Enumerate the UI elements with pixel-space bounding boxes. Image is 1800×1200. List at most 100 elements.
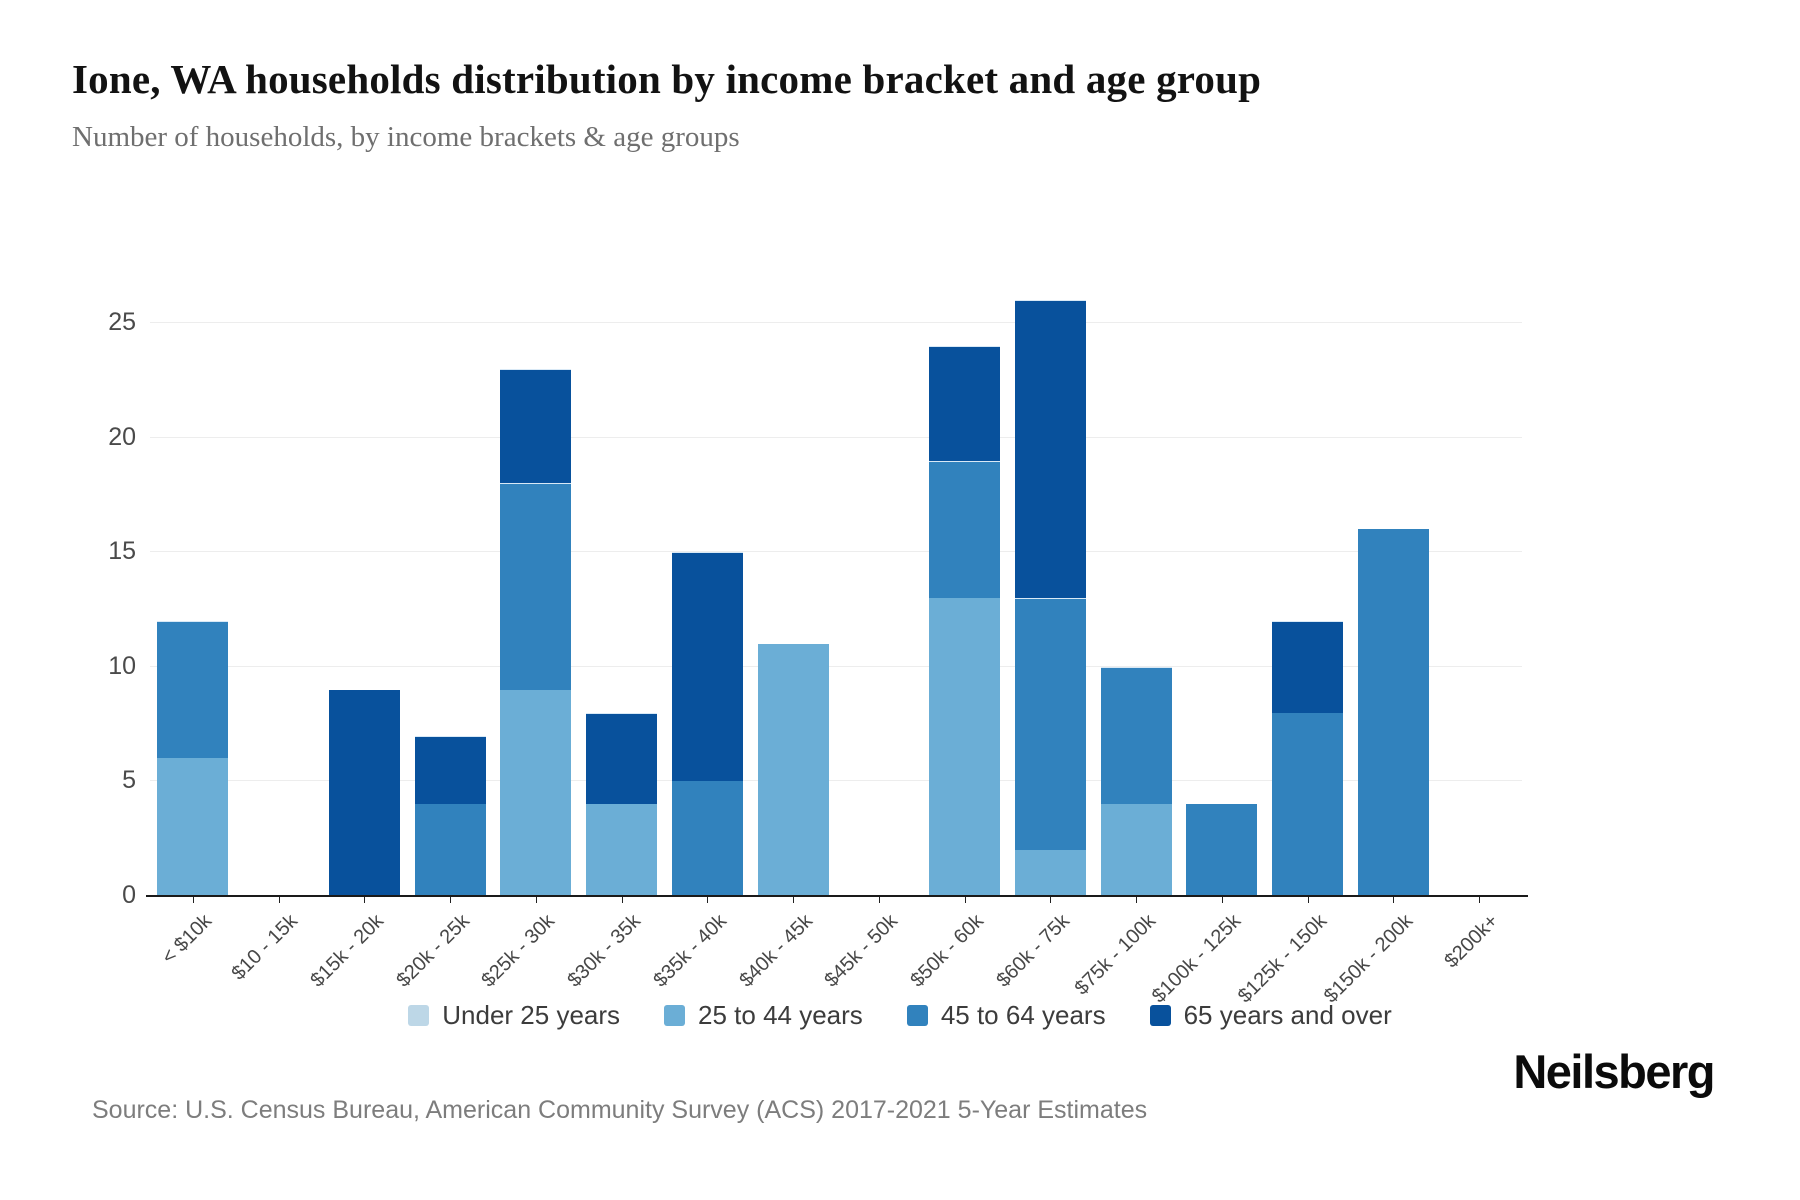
stacked-bar-3[interactable] <box>328 689 400 896</box>
x-axis-label: $150k - 200k <box>1319 910 1417 1008</box>
x-axis-line <box>146 895 1528 897</box>
bar-segment[interactable] <box>414 735 486 805</box>
legend-label: Under 25 years <box>442 1000 621 1030</box>
bar-slot-15: $150k - 200k <box>1320 285 1437 1007</box>
stacked-bar-11[interactable] <box>1014 300 1086 896</box>
bar-segment[interactable] <box>1014 300 1086 599</box>
bar-segment[interactable] <box>1014 850 1086 896</box>
bar-segment[interactable] <box>1272 620 1344 713</box>
bar-segment[interactable] <box>500 483 572 690</box>
x-tick <box>450 896 452 903</box>
bar-segment[interactable] <box>671 781 743 896</box>
legend-label: 45 to 64 years <box>940 1000 1106 1030</box>
stacked-bar-6[interactable] <box>586 712 658 896</box>
bar-segment[interactable] <box>1100 666 1172 805</box>
bar-slot-4: $20k - 25k <box>392 285 493 992</box>
x-axis-label: $125k - 150k <box>1233 910 1332 1008</box>
x-axis-label: $25k - 30k <box>477 910 560 992</box>
bar-segment[interactable] <box>500 368 572 484</box>
stacked-bar-10[interactable] <box>929 345 1001 896</box>
x-tick <box>964 896 966 903</box>
stacked-bar-15[interactable] <box>1357 529 1429 896</box>
legend-item-25-to-44-years[interactable]: 25 to 44 years <box>664 1000 863 1031</box>
bar-segment[interactable] <box>586 712 658 805</box>
stacked-bar-7[interactable] <box>671 552 743 896</box>
x-tick <box>1136 896 1138 903</box>
x-tick <box>707 896 709 903</box>
x-tick <box>535 896 537 903</box>
source-note: Source: U.S. Census Bureau, American Com… <box>92 1096 1148 1124</box>
bar-segment[interactable] <box>157 758 229 896</box>
x-tick <box>793 896 795 903</box>
x-tick <box>1307 896 1309 903</box>
stacked-bar-1[interactable] <box>157 620 229 896</box>
bar-slot-8: $40k - 45k <box>735 285 836 992</box>
x-axis-label: $35k - 40k <box>649 910 731 992</box>
bar-segment[interactable] <box>500 689 572 896</box>
legend-swatch <box>1149 1005 1171 1026</box>
y-tick-label-10: 10 <box>108 651 136 680</box>
stacked-bar-14[interactable] <box>1272 620 1344 896</box>
x-tick <box>621 896 623 903</box>
x-axis-label: $50k - 60k <box>906 910 989 992</box>
bar-segment[interactable] <box>757 643 829 896</box>
bar-segment[interactable] <box>328 689 400 896</box>
y-tick-label-5: 5 <box>122 766 136 795</box>
page-subtitle: Number of households, by income brackets… <box>72 121 740 153</box>
bar-slot-6: $30k - 35k <box>564 285 665 992</box>
bar-segment[interactable] <box>929 460 1001 599</box>
bar-slot-7: $35k - 40k <box>649 285 751 992</box>
x-axis-label: $20k - 25k <box>392 910 474 992</box>
legend-swatch <box>408 1005 430 1026</box>
x-tick <box>1393 896 1395 903</box>
y-tick-label-15: 15 <box>108 537 136 566</box>
stacked-bar-13[interactable] <box>1186 804 1258 896</box>
bar-slot-11: $60k - 75k <box>992 285 1094 992</box>
bar-slot-14: $125k - 150k <box>1234 285 1351 1007</box>
x-axis-label: $100k - 125k <box>1148 910 1246 1008</box>
bar-slot-13: $100k - 125k <box>1148 285 1265 1007</box>
bar-segment[interactable] <box>586 804 658 896</box>
stacked-bar-4[interactable] <box>414 735 486 896</box>
x-axis-label: $60k - 75k <box>992 910 1074 992</box>
bar-segment[interactable] <box>1014 598 1086 851</box>
gridline-y5 <box>150 780 1522 782</box>
bar-slot-12: $75k - 100k <box>1070 285 1179 999</box>
bar-segment[interactable] <box>1272 712 1344 896</box>
x-axis-label: $45k - 50k <box>820 910 903 992</box>
bar-slot-1: < $10k <box>150 285 236 968</box>
gridline-y10 <box>150 665 1522 667</box>
bar-segment[interactable] <box>1186 804 1258 896</box>
legend-label: 25 to 44 years <box>698 1000 863 1030</box>
bar-segment[interactable] <box>929 345 1001 461</box>
gridline-y25 <box>150 322 1522 323</box>
bar-segment[interactable] <box>1100 804 1172 896</box>
x-axis-label: $200k+ <box>1440 910 1503 973</box>
legend-item-65-years-and-over[interactable]: 65 years and over <box>1149 1000 1392 1031</box>
x-tick <box>192 896 194 903</box>
page-title: Ione, WA households distribution by inco… <box>72 56 1262 102</box>
x-tick <box>1479 896 1481 903</box>
bar-slot-3: $15k - 20k <box>306 285 408 992</box>
legend-item-under-25-years[interactable]: Under 25 years <box>408 1000 620 1031</box>
chart-plot-area: 0 5 10 15 20 25 < $10k $10 - 15k $15k - 20k $20k… <box>108 285 1528 1007</box>
legend-swatch <box>664 1005 686 1026</box>
stacked-bar-8[interactable] <box>757 643 829 896</box>
bar-slot-10: $50k - 60k <box>907 285 1008 992</box>
bar-segment[interactable] <box>929 598 1001 896</box>
bar-segment[interactable] <box>157 620 229 759</box>
legend-item-45-to-64-years[interactable]: 45 to 64 years <box>906 1000 1106 1031</box>
x-tick <box>878 896 880 903</box>
stacked-bar-5[interactable] <box>500 368 572 896</box>
bar-segment[interactable] <box>671 552 743 782</box>
legend-swatch <box>906 1005 928 1026</box>
stacked-bar-12[interactable] <box>1100 666 1172 896</box>
neilsberg-logo: Neilsberg <box>1513 1045 1715 1098</box>
x-tick <box>1050 896 1052 903</box>
y-tick-label-25: 25 <box>108 308 136 336</box>
bars-row: < $10k $10 - 15k $15k - 20k $20k - 25k $25k … <box>150 285 1522 1007</box>
bar-segment[interactable] <box>1357 529 1429 896</box>
bar-segment[interactable] <box>414 804 486 896</box>
gridline-y15 <box>150 551 1522 553</box>
gridline-y20 <box>150 436 1522 438</box>
